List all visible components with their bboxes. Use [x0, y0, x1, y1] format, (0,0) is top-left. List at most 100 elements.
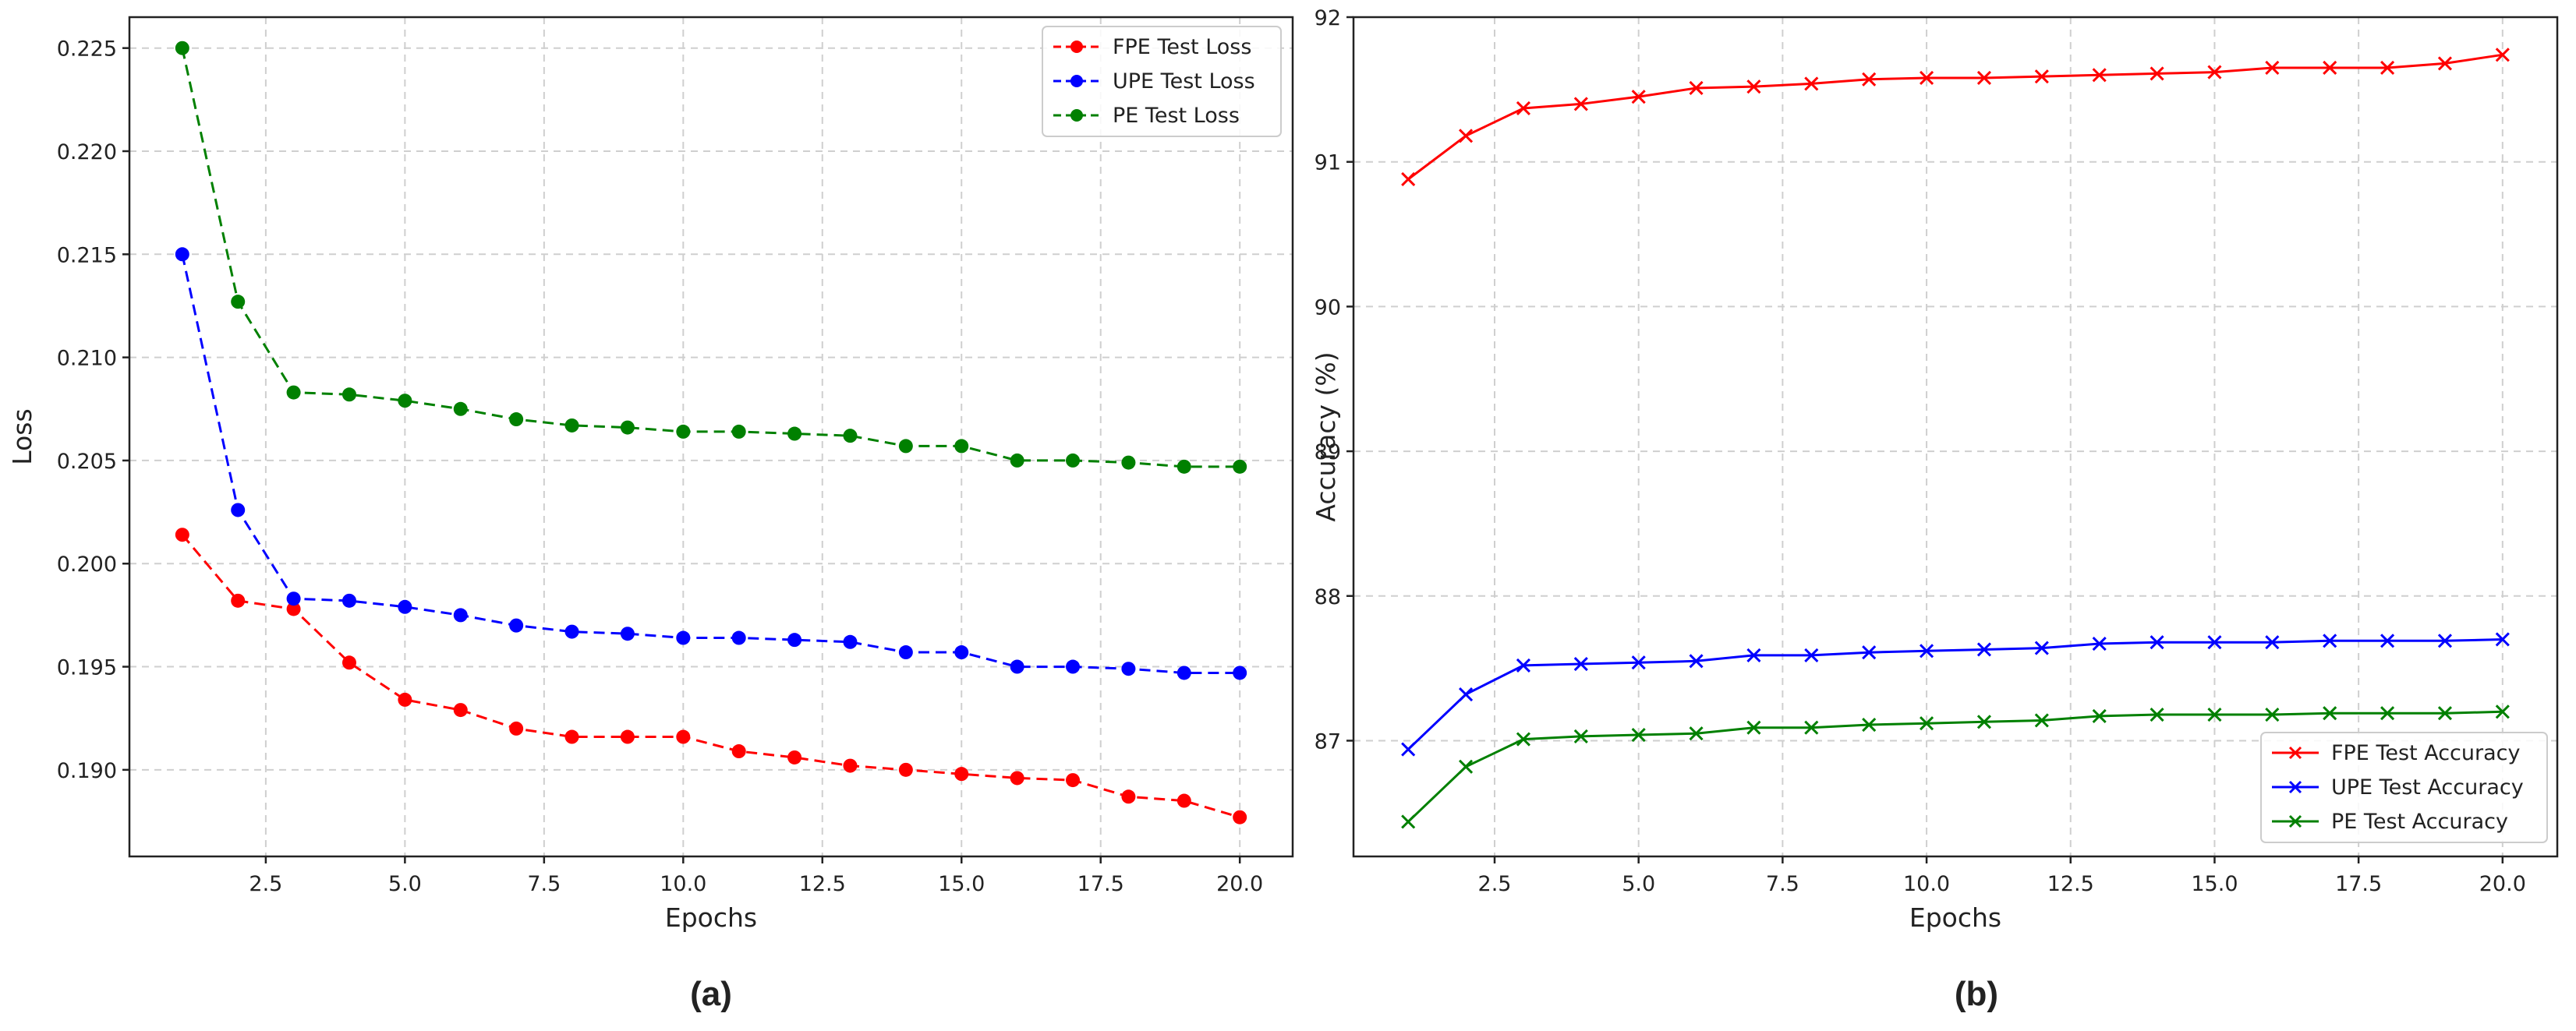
pe-test-loss-point: [564, 418, 579, 433]
upe-test-accuracy-point: [1976, 642, 1992, 657]
pe-test-loss-point: [787, 426, 802, 441]
fpe-test-loss-point: [231, 593, 246, 608]
upe-test-loss-point: [731, 630, 746, 645]
fpe-test-accuracy-point: [1919, 70, 1934, 86]
upe-test-accuracy-point: [2495, 632, 2510, 647]
x-tick-label: 12.5: [799, 872, 846, 896]
pe-test-loss-point: [453, 401, 468, 416]
upe-test-loss-point: [676, 630, 691, 645]
upe-test-loss-point: [1177, 666, 1191, 680]
fpe-test-accuracy-point: [1689, 80, 1704, 96]
fpe-test-accuracy-point: [1458, 129, 1474, 143]
x-tick-label: 2.5: [1478, 872, 1512, 896]
x-axis-label: Epochs: [665, 902, 757, 933]
upe-test-accuracy-point: [1804, 648, 1819, 662]
upe-test-accuracy-point: [2207, 635, 2222, 650]
x-tick-label: 10.0: [660, 872, 706, 896]
x-tick-label: 7.5: [527, 872, 561, 896]
fpe-test-accuracy-point: [1401, 171, 1416, 187]
pe-test-accuracy-point: [2495, 704, 2510, 719]
plot-frame: [128, 16, 1294, 858]
y-axis-label: Loss: [7, 408, 37, 464]
fpe-test-accuracy-point: [1573, 97, 1588, 111]
upe-test-loss-point: [564, 624, 579, 639]
pe-test-accuracy-point: [2323, 706, 2337, 721]
upe-test-accuracy-line: [1407, 638, 2503, 750]
upe-test-loss-point: [1066, 659, 1081, 674]
fpe-test-loss-point: [1177, 793, 1191, 808]
fpe-test-accuracy-point: [2265, 60, 2280, 76]
y-tick-label: 92: [1315, 6, 1341, 30]
pe-test-accuracy-point: [1573, 729, 1588, 743]
pe-test-loss-point: [620, 420, 635, 435]
legend: FPE Test Accuracy UPE Test Accuracy PE Tes…: [2260, 732, 2548, 843]
fpe-test-loss-point: [509, 721, 524, 736]
accuracy-chart: 2.5 5.0 7.5 10.0 12.5 15.0 17.5 20.0 87 88 89 90 91 9…: [1311, 6, 2559, 1013]
legend-label: UPE Test Accuracy: [2331, 775, 2524, 800]
legend-label: FPE Test Accuracy: [2331, 741, 2520, 765]
pe-test-accuracy-point: [1804, 720, 1819, 735]
fpe-test-accuracy-point: [2034, 69, 2049, 84]
y-axis-label: Accuracy (%): [1311, 351, 1341, 521]
upe-test-accuracy-point: [2034, 641, 2049, 655]
pe-test-accuracy-point: [2034, 713, 2049, 728]
pe-test-loss-point: [509, 412, 524, 427]
upe-test-accuracy-point: [1746, 648, 1761, 662]
fpe-test-accuracy-line: [1407, 53, 2503, 181]
legend-box: [2260, 732, 2548, 843]
plot-frame: [1352, 16, 2559, 858]
legend-marker: [1070, 41, 1083, 53]
pe-test-loss-point: [398, 394, 412, 408]
fpe-test-accuracy-point: [1746, 79, 1761, 94]
upe-test-loss-point: [341, 593, 356, 608]
y-tick-label: 0.200: [57, 553, 117, 577]
pe-test-loss-point: [175, 41, 189, 55]
fpe-test-accuracy-point: [2207, 65, 2222, 79]
loss-chart: 2.5 5.0 7.5 10.0 12.5 15.0 17.5 20.0 0.190 0.195 0…: [7, 16, 1294, 1013]
x-tick-label: 20.0: [1216, 872, 1263, 896]
upe-test-loss-point: [620, 627, 635, 641]
upe-test-loss-point: [398, 599, 412, 614]
upe-test-loss-point: [231, 503, 246, 517]
x-tick-label: 7.5: [1766, 872, 1799, 896]
fpe-test-loss-point: [564, 729, 579, 744]
fpe-test-accuracy-point: [1631, 90, 1646, 104]
upe-test-loss-point: [1233, 666, 1247, 680]
upe-test-accuracy-point: [1458, 687, 1474, 702]
upe-test-loss-point: [954, 645, 969, 660]
pe-test-accuracy-point: [1976, 715, 1992, 729]
pe-test-loss-point: [1233, 459, 1247, 474]
x-tick-label: 20.0: [2479, 872, 2526, 896]
x-tick-label: 5.0: [1622, 872, 1655, 896]
fpe-test-loss-point: [676, 729, 691, 744]
pe-test-accuracy-point: [1401, 814, 1416, 829]
pe-test-loss-point: [898, 439, 913, 454]
pe-test-accuracy-point: [2265, 707, 2280, 722]
fpe-test-loss-point: [1066, 773, 1081, 788]
x-axis-label: Epochs: [1909, 902, 2001, 933]
panel-caption: (b): [1955, 975, 1998, 1013]
upe-test-accuracy-point: [2150, 635, 2164, 650]
legend-marker: [1070, 75, 1083, 87]
upe-test-accuracy-point: [2323, 634, 2337, 648]
fpe-test-loss-point: [453, 703, 468, 718]
x-tick-label: 10.0: [1903, 872, 1950, 896]
fpe-test-loss-point: [954, 767, 969, 782]
y-tick-label: 0.225: [57, 37, 117, 62]
legend-label: PE Test Loss: [1113, 104, 1240, 128]
y-tick-label: 0.205: [57, 450, 117, 474]
pe-test-loss-point: [843, 429, 858, 443]
x-tick-label: 17.5: [1077, 872, 1124, 896]
fpe-test-loss-line: [181, 534, 1240, 819]
upe-test-accuracy-point: [2437, 634, 2453, 648]
upe-test-accuracy-point: [1401, 742, 1416, 757]
fpe-test-loss-point: [620, 729, 635, 744]
pe-test-accuracy-line: [1407, 710, 2503, 823]
fpe-test-accuracy-point: [1862, 72, 1877, 87]
upe-test-accuracy-point: [1516, 658, 1530, 673]
fpe-test-loss-point: [1010, 771, 1024, 786]
x-tick-label: 17.5: [2335, 872, 2382, 896]
y-tick-label: 0.210: [57, 347, 117, 371]
y-tick-label: 88: [1315, 585, 1341, 609]
